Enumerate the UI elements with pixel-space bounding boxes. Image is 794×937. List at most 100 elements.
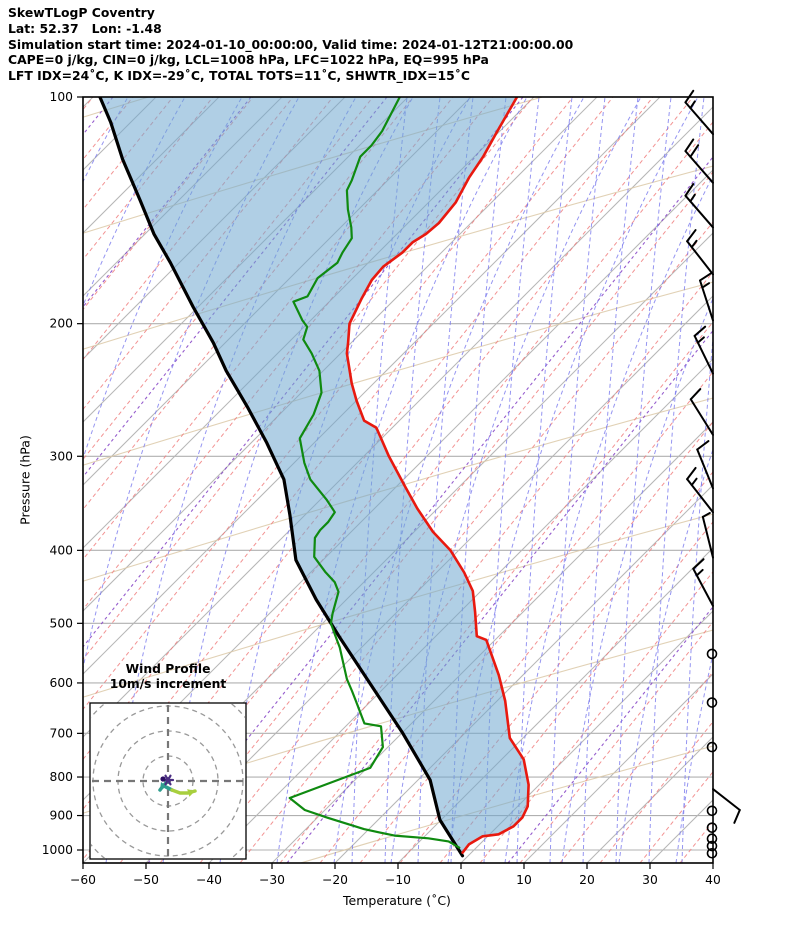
calm-wind-circle: [706, 697, 718, 708]
red-dashed-line: [199, 221, 713, 863]
mixing-ratio-line: [549, 97, 606, 863]
red-dashed-line: [439, 521, 713, 863]
wind-barb-staff: [696, 448, 714, 490]
calm-wind-circle: [706, 805, 718, 817]
wind-profile-inset: [89, 702, 247, 860]
mixing-ratio-line: [417, 97, 474, 863]
x-tick-label: −30: [259, 873, 285, 887]
red-dashed-line: [760, 97, 794, 863]
purple-dashed-line: [507, 605, 713, 863]
y-axis-title: Pressure (hPa): [17, 435, 33, 525]
wind-barb-tick: [733, 808, 741, 824]
chart-times-line: Simulation start time: 2024-01-10_00:00:…: [8, 36, 574, 52]
x-tick-label: 20: [579, 873, 595, 887]
mixing-ratio-line: [648, 97, 705, 863]
mixing-ratio-line: [450, 97, 507, 863]
isotherm-line: [523, 673, 713, 863]
red-dashed-line: [159, 171, 713, 863]
wind-barb-tick: [699, 271, 713, 282]
chart-cape-line: CAPE=0 j/kg, CIN=0 j/kg, LCL=1008 hPa, L…: [8, 52, 489, 68]
red-dashed-line: [83, 97, 494, 611]
isotherm-line: [83, 97, 661, 675]
wind-barb-tick: [689, 144, 700, 158]
calm-wind-circle: [706, 741, 718, 753]
x-tick-label: 30: [642, 873, 658, 887]
chart-indices-line: LFT IDX=24˚C, K IDX=-29˚C, TOTAL TOTS=11…: [8, 68, 471, 84]
dry-adiabat-line: [83, 397, 713, 582]
chart-location-line: Lat: 52.37 Lon: -1.48: [8, 20, 162, 36]
x-tick-label: 40: [705, 873, 721, 887]
wind-barb-staff: [712, 788, 741, 811]
wind-barb-tick: [689, 388, 702, 401]
wind-profile-content: [91, 704, 245, 858]
x-tick-label: 0: [457, 873, 465, 887]
isotherm-line: [145, 295, 713, 863]
red-dashed-line: [83, 97, 574, 711]
x-tick-label: −50: [133, 873, 159, 887]
moist-adiabat-line: [0, 97, 14, 863]
red-dashed-line: [239, 271, 713, 863]
cape-shade-area: [99, 97, 529, 856]
wind-barb-tick: [693, 325, 707, 337]
calm-wind-circle: [706, 648, 718, 660]
wind-barb-tick: [690, 477, 698, 487]
red-dashed-line: [83, 97, 94, 111]
isotherm-line: [712, 862, 713, 863]
x-tick-label: −60: [70, 873, 96, 887]
dry-adiabat-line: [298, 745, 713, 863]
wind-barb-staff: [684, 194, 714, 229]
dry-adiabat-line: [83, 281, 713, 466]
y-tick-label: 300: [50, 449, 73, 463]
red-dashed-line: [519, 621, 713, 863]
temperature-curve: [345, 97, 530, 854]
moist-adiabat-line: [333, 97, 585, 863]
isotherm-line: [586, 736, 713, 863]
purple-dashed-line: [147, 156, 713, 863]
data-layer: [98, 97, 530, 858]
calm-wind-circle: [706, 822, 718, 833]
x-tick-label: −10: [385, 873, 411, 887]
moist-adiabat-line: [733, 97, 794, 863]
mixing-ratio-line: [483, 97, 540, 863]
wind-barb-tick: [696, 336, 705, 344]
red-dashed-line: [559, 671, 713, 863]
red-dashed-line: [83, 97, 414, 511]
moist-adiabat-line: [618, 447, 713, 863]
isotherm-line: [208, 358, 713, 863]
moist-adiabat-line: [0, 97, 71, 863]
red-dashed-line: [679, 820, 713, 863]
y-tick-label: 700: [50, 726, 73, 740]
red-dashed-line: [599, 720, 713, 863]
red-dashed-line: [83, 97, 454, 561]
y-tick-label: 900: [50, 809, 73, 823]
y-tick-label: 400: [50, 543, 73, 557]
y-tick-label: 800: [50, 770, 73, 784]
hodograph-center-dot: [160, 776, 166, 782]
calm-wind-circle: [706, 840, 718, 852]
wind-barb-tick: [701, 282, 711, 289]
wind-barb-tick: [701, 511, 711, 518]
wind-barb-tick: [684, 183, 695, 197]
red-dashed-line: [83, 97, 534, 661]
axes-layer: −60 −50 −40 −30 −20 −10 0 10 20 30 40 100 200 300 400 5…: [42, 90, 721, 887]
wind-barb-tick: [686, 466, 697, 481]
isotherm-line: [83, 97, 220, 234]
isotherm-line: [83, 97, 598, 612]
wind-barb-staff: [684, 101, 714, 136]
chart-header: SkewTLogP Coventry Lat: 52.37 Lon: -1.48…: [8, 5, 573, 84]
wind-barb-tick: [690, 239, 698, 249]
x-tick-label: −20: [322, 873, 348, 887]
y-tick-label: 1000: [42, 843, 73, 857]
isotherm-line: [460, 610, 713, 863]
wind-trace-arrowhead: [160, 782, 168, 790]
x-axis-title: Temperature (˚C): [343, 893, 451, 908]
y-tick-label: 500: [50, 616, 73, 630]
wind-barb-staff: [701, 515, 714, 559]
wind-barb-tick: [689, 193, 696, 203]
wind-profile-title-line1: Wind Profile: [125, 662, 211, 676]
wind-barb-tick: [692, 558, 705, 570]
x-tick-label: −40: [196, 873, 222, 887]
wind-barb-tick: [696, 440, 710, 451]
purple-dashed-line: [286, 329, 713, 863]
